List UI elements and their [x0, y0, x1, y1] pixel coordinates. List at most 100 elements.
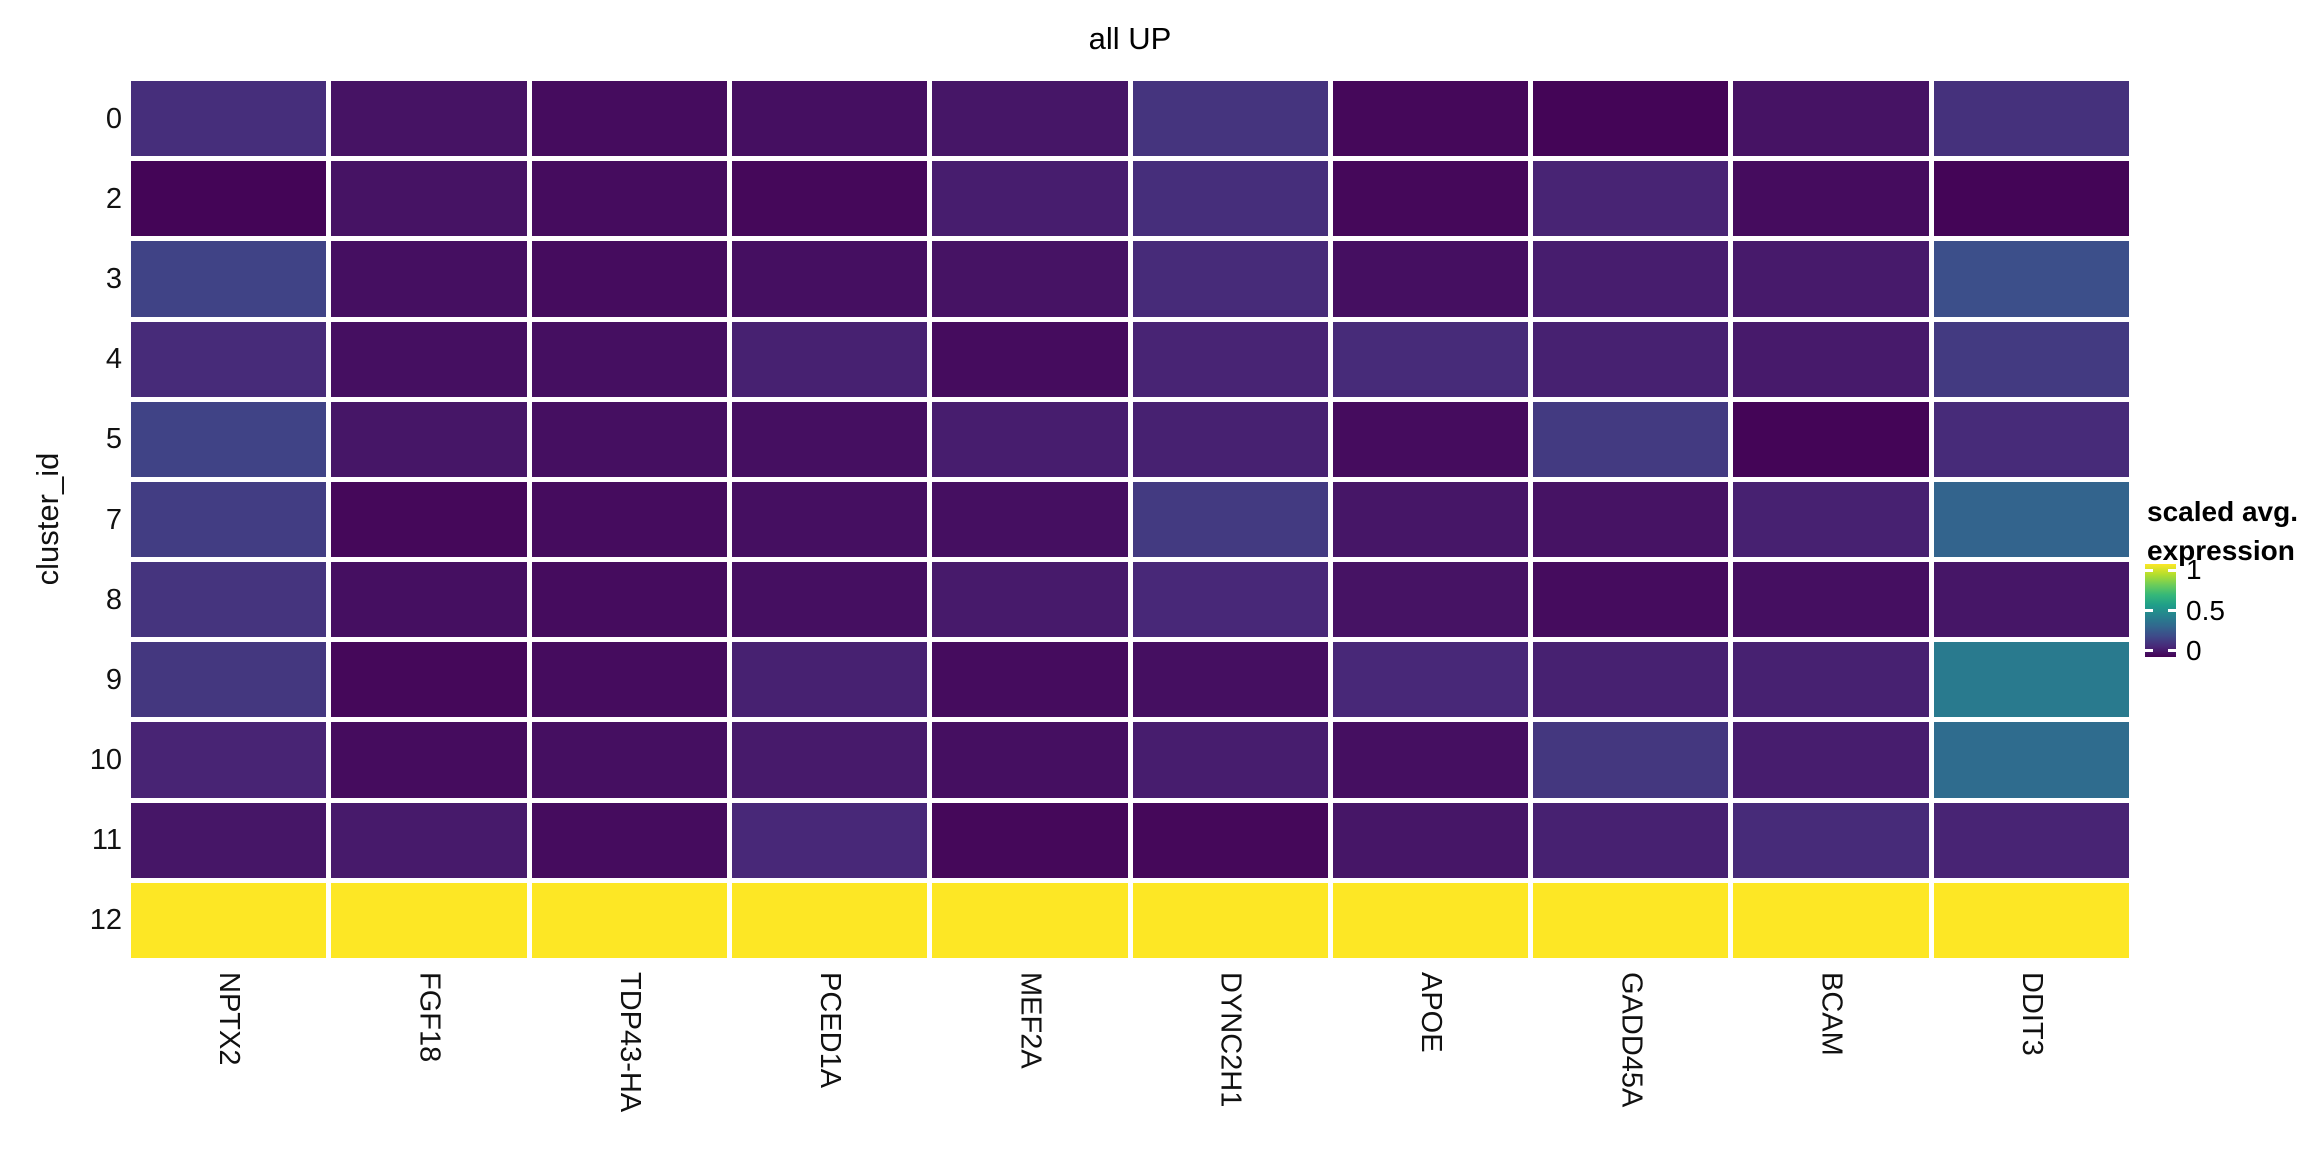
- x-tick-label-NPTX2: NPTX2: [213, 972, 246, 1066]
- heatmap-cell-11-APOE: [1332, 802, 1529, 878]
- x-tick-label-PCED1A: PCED1A: [814, 972, 847, 1089]
- heatmap-cell-0-APOE: [1332, 81, 1529, 157]
- heatmap-cell-0-TDP43-HA: [531, 81, 727, 157]
- heatmap-cell-3-MEF2A: [932, 241, 1128, 317]
- heatmap-cell-5-BCAM: [1733, 401, 1929, 477]
- heatmap-cell-0-DDIT3: [1933, 81, 2129, 157]
- heatmap-cell-2-GADD45A: [1533, 161, 1729, 237]
- heatmap-cell-4-DYNC2H1: [1132, 321, 1328, 397]
- heatmap-cell-7-PCED1A: [731, 481, 928, 558]
- heatmap-cell-9-FGF18: [331, 642, 527, 718]
- legend-title-line2: expression: [2147, 535, 2295, 566]
- heatmap-cell-2-NPTX2: [131, 161, 327, 237]
- heatmap-cell-0-BCAM: [1733, 81, 1929, 157]
- heatmap-cell-12-GADD45A: [1533, 882, 1729, 958]
- heatmap-cell-9-NPTX2: [131, 642, 327, 718]
- heatmap-cell-12-PCED1A: [731, 882, 928, 958]
- heatmap-cell-8-GADD45A: [1533, 562, 1729, 638]
- legend-tick-mark: [2168, 609, 2176, 612]
- heatmap-cell-11-BCAM: [1733, 802, 1929, 878]
- heatmap-cell-10-PCED1A: [731, 722, 928, 798]
- heatmap-cell-7-APOE: [1332, 481, 1529, 558]
- heatmap-cell-7-MEF2A: [932, 481, 1128, 558]
- heatmap-cell-10-TDP43-HA: [531, 722, 727, 798]
- plot-title: all UP: [1088, 21, 1172, 56]
- heatmap-cell-10-APOE: [1332, 722, 1529, 798]
- heatmap-cell-10-NPTX2: [131, 722, 327, 798]
- y-tick-label-0: 0: [105, 102, 122, 135]
- heatmap-cell-8-PCED1A: [731, 562, 928, 638]
- heatmap-cell-0-DYNC2H1: [1132, 81, 1328, 157]
- heatmap-cell-0-MEF2A: [932, 81, 1128, 157]
- heatmap-cell-7-GADD45A: [1533, 481, 1729, 558]
- heatmap-cell-7-TDP43-HA: [531, 481, 727, 558]
- x-tick-label-DDIT3: DDIT3: [2015, 972, 2048, 1056]
- y-tick-label-9: 9: [105, 663, 122, 696]
- x-tick-label-BCAM: BCAM: [1815, 972, 1848, 1056]
- heatmap-cell-9-GADD45A: [1533, 642, 1729, 718]
- heatmap-cell-2-APOE: [1332, 161, 1529, 237]
- heatmap-cell-0-GADD45A: [1533, 81, 1729, 157]
- heatmap-cell-2-PCED1A: [731, 161, 928, 237]
- heatmap-cell-5-MEF2A: [932, 401, 1128, 477]
- legend-tick-label-0.5: 0.5: [2186, 594, 2225, 626]
- heatmap-cell-11-FGF18: [331, 802, 527, 878]
- heatmap-cell-12-MEF2A: [932, 882, 1128, 958]
- heatmap-cell-11-DYNC2H1: [1132, 802, 1328, 878]
- x-tick-label-MEF2A: MEF2A: [1014, 972, 1047, 1069]
- heatmap-cell-3-BCAM: [1733, 241, 1929, 317]
- heatmap-cell-0-FGF18: [331, 81, 527, 157]
- heatmap-cell-2-BCAM: [1733, 161, 1929, 237]
- heatmap-cell-8-TDP43-HA: [531, 562, 727, 638]
- heatmap-cell-4-APOE: [1332, 321, 1529, 397]
- heatmap-cell-12-FGF18: [331, 882, 527, 958]
- legend-title-line1: scaled avg.: [2147, 496, 2298, 527]
- legend-tick-mark: [2145, 568, 2153, 572]
- legend-tick-mark: [2145, 609, 2153, 612]
- legend-tick-label-0: 0: [2186, 634, 2202, 666]
- heatmap-cell-3-DYNC2H1: [1132, 241, 1328, 317]
- legend-tick-mark: [2168, 568, 2176, 572]
- heatmap-cell-12-TDP43-HA: [531, 882, 727, 958]
- heatmap-cell-4-DDIT3: [1933, 321, 2129, 397]
- heatmap-cell-12-DYNC2H1: [1132, 882, 1328, 958]
- y-tick-label-4: 4: [105, 343, 122, 376]
- heatmap-cell-11-PCED1A: [731, 802, 928, 878]
- heatmap-cell-5-PCED1A: [731, 401, 928, 477]
- heatmap-cell-0-NPTX2: [131, 81, 327, 157]
- heatmap-cell-3-PCED1A: [731, 241, 928, 317]
- heatmap-cell-5-GADD45A: [1533, 401, 1729, 477]
- y-tick-label-12: 12: [89, 904, 122, 937]
- heatmap-cell-2-TDP43-HA: [531, 161, 727, 237]
- heatmap-cell-9-DDIT3: [1933, 642, 2129, 718]
- legend-tick-label-1: 1: [2186, 554, 2202, 586]
- heatmap-cell-10-FGF18: [331, 722, 527, 798]
- legend-tick-mark: [2168, 649, 2176, 653]
- heatmap-cell-9-BCAM: [1733, 642, 1929, 718]
- heatmap-cell-10-GADD45A: [1533, 722, 1729, 798]
- heatmap-cell-7-DYNC2H1: [1132, 481, 1328, 558]
- heatmap-cell-2-MEF2A: [932, 161, 1128, 237]
- heatmap-cell-12-BCAM: [1733, 882, 1929, 958]
- heatmap-cell-7-DDIT3: [1933, 481, 2129, 558]
- heatmap-cell-9-DYNC2H1: [1132, 642, 1328, 718]
- heatmap-cell-10-MEF2A: [932, 722, 1128, 798]
- heatmap-cell-7-BCAM: [1733, 481, 1929, 558]
- heatmap-cell-11-MEF2A: [932, 802, 1128, 878]
- x-tick-label-APOE: APOE: [1414, 972, 1447, 1053]
- heatmap-cell-9-PCED1A: [731, 642, 928, 718]
- heatmap-cell-0-PCED1A: [731, 81, 928, 157]
- heatmap-cell-3-APOE: [1332, 241, 1529, 317]
- heatmap-cell-3-GADD45A: [1533, 241, 1729, 317]
- y-tick-label-11: 11: [91, 824, 122, 857]
- heatmap-cell-2-DDIT3: [1933, 161, 2129, 237]
- heatmap-cell-4-PCED1A: [731, 321, 928, 397]
- x-tick-label-GADD45A: GADD45A: [1615, 972, 1648, 1108]
- y-tick-label-3: 3: [105, 262, 122, 295]
- heatmap-cell-4-GADD45A: [1533, 321, 1729, 397]
- heatmap-cell-2-FGF18: [331, 161, 527, 237]
- heatmap-cell-10-DDIT3: [1933, 722, 2129, 798]
- heatmap-cell-3-TDP43-HA: [531, 241, 727, 317]
- legend-tick-mark: [2145, 649, 2153, 653]
- heatmap-cell-8-BCAM: [1733, 562, 1929, 638]
